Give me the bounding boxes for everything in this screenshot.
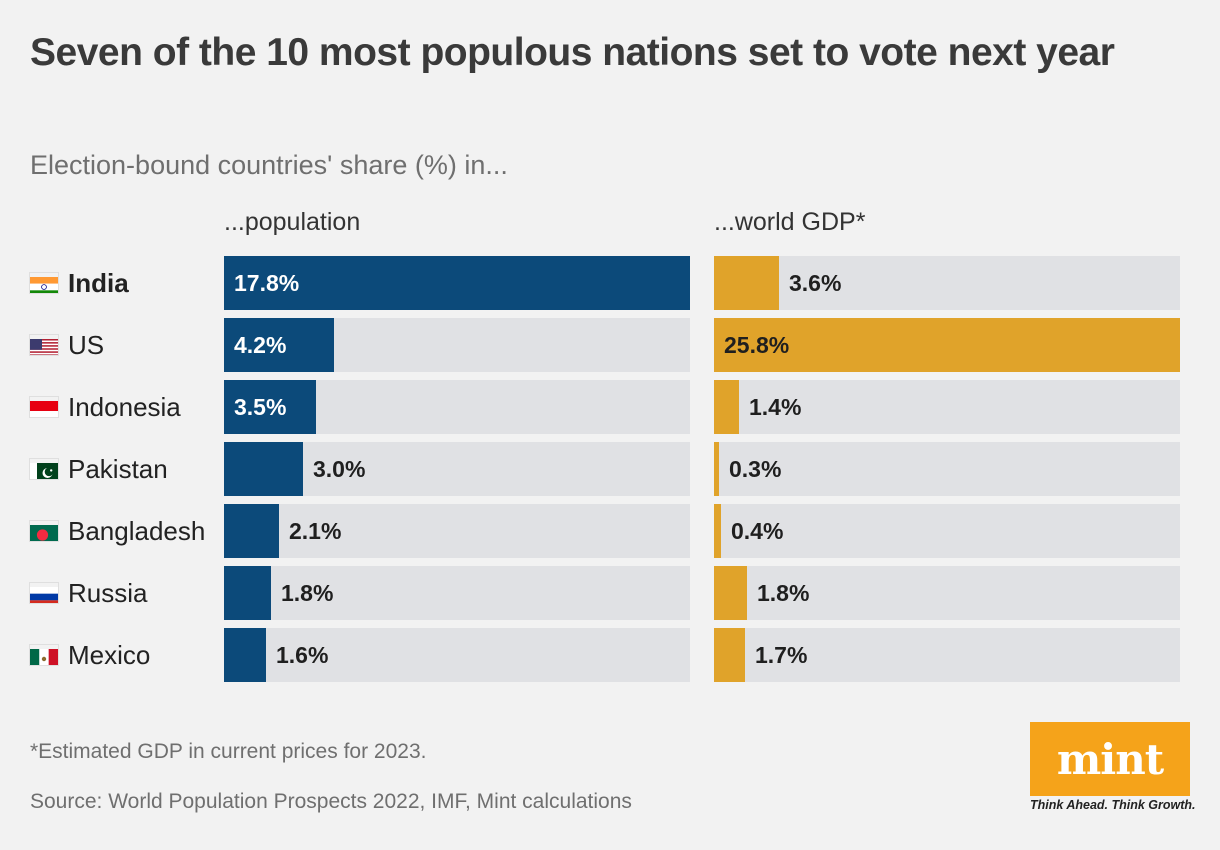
country-name: Bangladesh xyxy=(68,515,206,546)
gdp-track-indonesia: 1.4% xyxy=(714,380,1180,434)
population-value-label-indonesia: 3.5% xyxy=(234,394,287,420)
population-track-indonesia: 3.5% xyxy=(224,380,690,434)
population-value-label-bangladesh: 2.1% xyxy=(289,518,342,544)
population-track-bangladesh: 2.1% xyxy=(224,504,690,558)
population-panel-label: ...population xyxy=(224,208,361,236)
mint-logo-word: mint xyxy=(1056,734,1164,784)
population-track-pakistan: 3.0% xyxy=(224,442,690,496)
country-name: Indonesia xyxy=(68,391,181,422)
population-value-label-india: 17.8% xyxy=(234,270,300,296)
country-label-pakistan: Pakistan xyxy=(30,442,168,496)
country-label-indonesia: Indonesia xyxy=(30,380,181,434)
source-note: Source: World Population Prospects 2022,… xyxy=(30,790,632,813)
chart-subtitle: Election-bound countries' share (%) in..… xyxy=(30,150,508,180)
population-bar-us xyxy=(224,318,334,372)
gdp-bar-pakistan xyxy=(714,442,719,496)
gdp-bar-indonesia xyxy=(714,380,739,434)
population-value-label-russia: 1.8% xyxy=(281,580,334,606)
pakistan-flag-icon xyxy=(30,459,58,479)
country-name: Mexico xyxy=(68,639,151,670)
chart-title: Seven of the 10 most populous nations se… xyxy=(30,31,1115,74)
russia-flag-icon xyxy=(30,583,58,603)
gdp-track-mexico: 1.7% xyxy=(714,628,1180,682)
gdp-value-label-russia: 1.8% xyxy=(757,580,810,606)
population-bar-pakistan xyxy=(224,442,303,496)
bangladesh-flag-icon xyxy=(30,521,58,541)
population-track-india: 17.8% xyxy=(224,256,690,310)
gdp-panel-label: ...world GDP* xyxy=(714,208,866,236)
gdp-track-pakistan: 0.3% xyxy=(714,442,1180,496)
gdp-track-russia: 1.8% xyxy=(714,566,1180,620)
country-label-russia: Russia xyxy=(30,566,147,620)
us-flag-icon xyxy=(30,335,58,355)
gdp-track-us: 25.8% xyxy=(714,318,1180,372)
gdp-value-label-indonesia: 1.4% xyxy=(749,394,802,420)
gdp-value-label-mexico: 1.7% xyxy=(755,642,808,668)
population-value-label-mexico: 1.6% xyxy=(276,642,329,668)
population-track-us: 4.2% xyxy=(224,318,690,372)
gdp-track-india: 3.6% xyxy=(714,256,1180,310)
gdp-bar-bangladesh xyxy=(714,504,721,558)
gdp-bar-us xyxy=(714,318,1180,372)
mint-logo: mint xyxy=(1030,722,1190,796)
population-value-label-pakistan: 3.0% xyxy=(313,456,366,482)
country-label-us: US xyxy=(30,318,104,372)
population-bar-mexico xyxy=(224,628,266,682)
country-label-mexico: Mexico xyxy=(30,628,150,682)
population-track-mexico: 1.6% xyxy=(224,628,690,682)
gdp-value-label-bangladesh: 0.4% xyxy=(731,518,784,544)
country-name: Pakistan xyxy=(68,453,168,484)
gdp-track-bangladesh: 0.4% xyxy=(714,504,1180,558)
gdp-bar-india xyxy=(714,256,779,310)
country-label-india: India xyxy=(30,256,129,310)
country-label-bangladesh: Bangladesh xyxy=(30,504,205,558)
population-bar-indonesia xyxy=(224,380,316,434)
population-bar-india xyxy=(224,256,690,310)
country-name: India xyxy=(68,267,129,298)
gdp-value-label-us: 25.8% xyxy=(724,332,790,358)
brand-tagline: Think Ahead. Think Growth. xyxy=(1030,798,1196,812)
country-name: US xyxy=(68,329,105,360)
indonesia-flag-icon xyxy=(30,397,58,417)
gdp-value-label-india: 3.6% xyxy=(789,270,842,296)
gdp-bar-mexico xyxy=(714,628,745,682)
population-bar-russia xyxy=(224,566,271,620)
india-flag-icon xyxy=(30,273,58,293)
country-name: Russia xyxy=(68,577,148,608)
mexico-flag-icon xyxy=(30,645,58,665)
gdp-bar-russia xyxy=(714,566,747,620)
population-track-russia: 1.8% xyxy=(224,566,690,620)
population-value-label-us: 4.2% xyxy=(234,332,287,358)
gdp-value-label-pakistan: 0.3% xyxy=(729,456,782,482)
footnote: *Estimated GDP in current prices for 202… xyxy=(30,740,427,763)
population-bar-bangladesh xyxy=(224,504,279,558)
